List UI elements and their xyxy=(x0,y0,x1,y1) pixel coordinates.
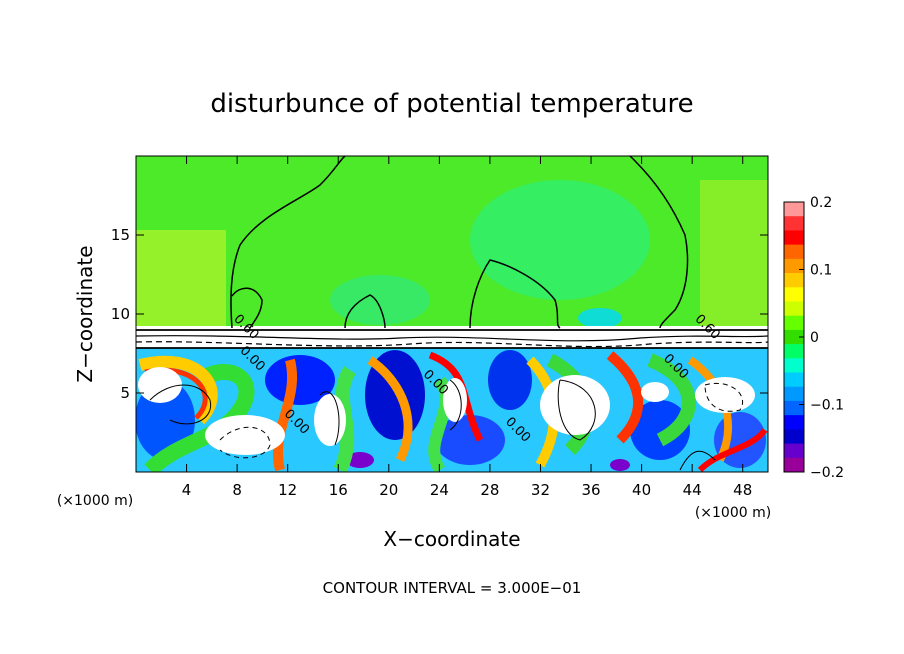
x-axis: 4 8 12 16 20 24 28 32 36 40 44 48 xyxy=(182,156,752,499)
y-tick-label: 10 xyxy=(111,305,130,323)
purple-patch xyxy=(346,452,374,468)
colorbar-segment xyxy=(784,429,804,445)
contour-line xyxy=(469,259,561,329)
chart-title: disturbunce of potential temperature xyxy=(210,89,693,119)
colorbar-segment xyxy=(784,443,804,459)
upper-right-yellow-region xyxy=(700,180,768,328)
contour-line xyxy=(629,156,689,329)
colorbar-segment xyxy=(784,287,804,302)
colorbar-segment xyxy=(784,244,804,260)
colorbar-ticks: 0.2 0.1 0 −0.1 −0.2 xyxy=(799,195,844,481)
x-tick-label: 48 xyxy=(733,481,752,499)
x-tick-label: 24 xyxy=(430,481,449,499)
white-core xyxy=(540,375,610,435)
x-unit-right: (×1000 m) xyxy=(695,505,771,521)
colorbar-segment xyxy=(784,415,804,430)
y-axis-label: Z−coordinate xyxy=(73,245,97,382)
colorbar-segment xyxy=(784,216,804,231)
x-tick-label: 12 xyxy=(278,481,297,499)
colorbar-tick-label: −0.1 xyxy=(810,398,844,414)
colorbar-tick-label: 0.1 xyxy=(810,263,832,279)
x-tick-label: 36 xyxy=(581,481,600,499)
contour-line xyxy=(230,156,346,329)
white-core xyxy=(314,394,346,446)
blue-patch xyxy=(488,350,532,410)
x-axis-label: X−coordinate xyxy=(383,527,520,551)
blue-patch xyxy=(630,400,690,460)
warm-band xyxy=(606,351,643,444)
white-core xyxy=(695,377,755,413)
purple-patch xyxy=(610,459,630,471)
contour-line xyxy=(136,335,768,342)
colorbar-segment xyxy=(784,202,804,217)
contour-line xyxy=(344,294,386,329)
x-tick-label: 44 xyxy=(683,481,702,499)
upper-left-yellow-region xyxy=(136,230,226,328)
warm-band xyxy=(272,358,298,472)
colorbar-segment xyxy=(784,457,804,473)
upper-cyan-region-2 xyxy=(330,275,430,325)
colorbar-segment xyxy=(784,258,804,274)
contour-line xyxy=(704,383,743,412)
contour-line xyxy=(319,391,340,446)
y-tick-label: 5 xyxy=(120,384,130,402)
colorbar-segment xyxy=(784,273,804,288)
x-tick-label: 20 xyxy=(379,481,398,499)
colorbar-segment xyxy=(784,358,804,374)
colorbar-tick-label: −0.2 xyxy=(810,465,844,481)
colorbar-segment xyxy=(784,315,804,331)
contour-line xyxy=(557,379,596,441)
colorbar-tick-label: 0.2 xyxy=(810,195,832,211)
y-tick-label: 15 xyxy=(111,226,130,244)
y-axis: 5 10 15 xyxy=(111,226,768,402)
green-swirl xyxy=(144,363,255,472)
white-core xyxy=(205,415,285,455)
colorbar-segment xyxy=(784,372,804,388)
x-unit-left: (×1000 m) xyxy=(57,493,133,509)
contour-line xyxy=(149,384,212,425)
x-tick-label: 28 xyxy=(480,481,499,499)
colorbar-segment xyxy=(784,329,804,345)
blue-patch xyxy=(265,355,335,405)
white-core xyxy=(641,382,669,402)
colorbar-tick-label: 0 xyxy=(810,330,819,346)
upper-cyan-spot xyxy=(578,308,622,328)
upper-cyan-region xyxy=(470,180,650,300)
colorbar-segment xyxy=(784,230,804,246)
contour-line xyxy=(449,379,462,431)
x-tick-label: 40 xyxy=(632,481,651,499)
colorbar-segment xyxy=(784,301,804,317)
green-swirl xyxy=(647,353,696,447)
contour-line xyxy=(231,287,263,329)
contour-line xyxy=(219,426,271,459)
x-tick-label: 32 xyxy=(531,481,550,499)
warm-band xyxy=(697,428,768,472)
x-tick-label: 16 xyxy=(329,481,348,499)
heatmap-field xyxy=(136,156,768,472)
colorbar xyxy=(784,202,804,473)
contour-line xyxy=(679,450,716,471)
colorbar-segment xyxy=(784,344,804,359)
contour-interval-note: CONTOUR INTERVAL = 3.000E−01 xyxy=(323,579,582,597)
x-tick-label: 8 xyxy=(232,481,242,499)
x-tick-label: 4 xyxy=(182,481,192,499)
colorbar-segment xyxy=(784,386,804,402)
warm-band xyxy=(367,356,413,463)
white-core xyxy=(138,367,182,403)
colorbar-segment xyxy=(784,400,804,416)
warm-band xyxy=(138,355,218,425)
